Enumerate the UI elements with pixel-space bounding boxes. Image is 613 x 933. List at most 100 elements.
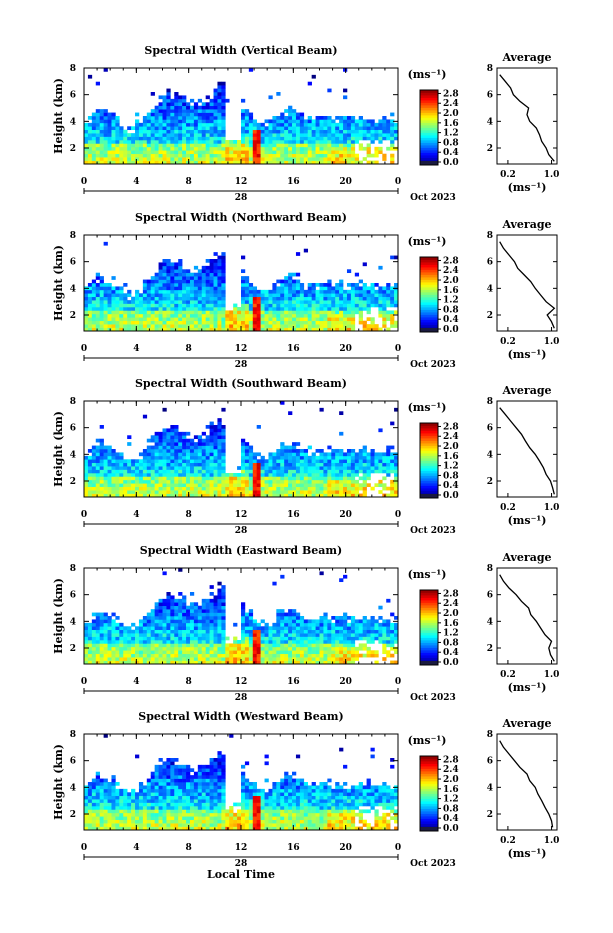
heatmap-cell xyxy=(170,310,174,314)
heatmap-cell xyxy=(155,283,159,287)
heatmap-cell xyxy=(210,119,214,123)
heatmap-cell xyxy=(245,119,249,123)
heatmap-cell xyxy=(163,432,167,436)
heatmap-cell xyxy=(382,310,386,314)
heatmap-cell xyxy=(92,654,96,658)
heatmap-cell xyxy=(182,446,186,450)
heatmap-cell xyxy=(288,300,292,304)
heatmap-cell xyxy=(320,293,324,297)
heatmap-cell xyxy=(268,147,272,151)
heatmap-cell xyxy=(111,119,115,123)
heatmap-cell xyxy=(347,466,351,470)
heatmap-cell xyxy=(111,654,115,658)
heatmap-cell xyxy=(320,290,324,294)
heatmap-cell xyxy=(84,304,88,308)
heatmap-cell xyxy=(92,633,96,637)
heatmap-cell xyxy=(339,140,343,144)
heatmap-cell xyxy=(249,657,253,661)
heatmap-cell xyxy=(272,321,276,325)
heatmap-cell xyxy=(268,466,272,470)
heatmap-cell xyxy=(363,126,367,130)
heatmap-cell xyxy=(174,314,178,318)
heatmap-cell xyxy=(127,307,131,311)
heatmap-cell xyxy=(202,116,206,120)
heatmap-cell xyxy=(210,259,214,263)
heatmap-cell xyxy=(382,300,386,304)
heatmap-cell xyxy=(198,643,202,647)
heatmap-cell xyxy=(355,304,359,308)
heatmap-cell xyxy=(288,616,292,620)
heatmap-cell xyxy=(272,290,276,294)
heatmap-cell xyxy=(206,626,210,630)
heatmap-cell xyxy=(155,304,159,308)
heatmap-cell xyxy=(308,317,312,321)
colorbar-segment xyxy=(420,130,438,133)
heatmap-cell xyxy=(284,314,288,318)
heatmap-cell xyxy=(182,293,186,297)
heatmap-cell xyxy=(225,310,229,314)
heatmap-cell xyxy=(163,602,167,606)
avg-x-tick-label: 1.0 xyxy=(544,170,560,180)
heatmap-cell xyxy=(300,297,304,301)
heatmap-cell xyxy=(312,480,316,484)
heatmap-cell xyxy=(174,476,178,480)
x-tick-label: 0 xyxy=(395,177,401,187)
heatmap-cell xyxy=(139,452,143,456)
heatmap-cell xyxy=(386,133,390,137)
heatmap-cell xyxy=(147,473,151,477)
heatmap-cell xyxy=(280,650,284,654)
heatmap-cell xyxy=(261,123,265,127)
heatmap-cell xyxy=(268,476,272,480)
heatmap-cell xyxy=(367,293,371,297)
heatmap-cell xyxy=(100,157,104,161)
heatmap-cell xyxy=(331,307,335,311)
heatmap-cell xyxy=(304,630,308,634)
heatmap-cell xyxy=(323,304,327,308)
heatmap-cell xyxy=(335,647,339,651)
heatmap-cell xyxy=(245,130,249,134)
heatmap-cell xyxy=(119,630,123,634)
colorbar-tick-label: 2.4 xyxy=(443,432,459,442)
heatmap-cell xyxy=(253,126,257,130)
heatmap-cell xyxy=(245,143,249,147)
heatmap-cell xyxy=(217,123,221,127)
heatmap-cell xyxy=(265,459,269,463)
heatmap-cell xyxy=(143,643,147,647)
heatmap-cell xyxy=(261,647,265,651)
heatmap-cell xyxy=(296,252,300,256)
heatmap-cell xyxy=(84,487,88,491)
heatmap-cell xyxy=(257,637,261,641)
heatmap-cell xyxy=(386,147,390,151)
heatmap-cell xyxy=(272,483,276,487)
heatmap-cell xyxy=(221,640,225,644)
heatmap-cell xyxy=(308,307,312,311)
heatmap-cell xyxy=(202,470,206,474)
heatmap-cell xyxy=(371,283,375,287)
heatmap-cell xyxy=(214,449,218,453)
heatmap-cell xyxy=(96,449,100,453)
heatmap-cell xyxy=(347,310,351,314)
heatmap-cell xyxy=(210,147,214,151)
heatmap-cell xyxy=(194,116,198,120)
heatmap-cell xyxy=(371,130,375,134)
heatmap-cell xyxy=(166,89,170,93)
heatmap-cell xyxy=(159,321,163,325)
heatmap-cell xyxy=(221,616,225,620)
heatmap-cell xyxy=(335,307,339,311)
heatmap-cell xyxy=(159,463,163,467)
heatmap-cell xyxy=(323,119,327,123)
heatmap-cell xyxy=(288,643,292,647)
heatmap-cell xyxy=(331,317,335,321)
heatmap-cell xyxy=(163,647,167,651)
heatmap-cell xyxy=(221,459,225,463)
heatmap-cell xyxy=(347,476,351,480)
heatmap-cell xyxy=(143,452,147,456)
heatmap-cell xyxy=(131,487,135,491)
heatmap-cell xyxy=(159,606,163,610)
heatmap-cell xyxy=(280,459,284,463)
heatmap-cell xyxy=(159,599,163,603)
heatmap-cell xyxy=(119,293,123,297)
heatmap-cell xyxy=(249,116,253,120)
heatmap-cell xyxy=(268,452,272,456)
heatmap-cell xyxy=(104,300,108,304)
